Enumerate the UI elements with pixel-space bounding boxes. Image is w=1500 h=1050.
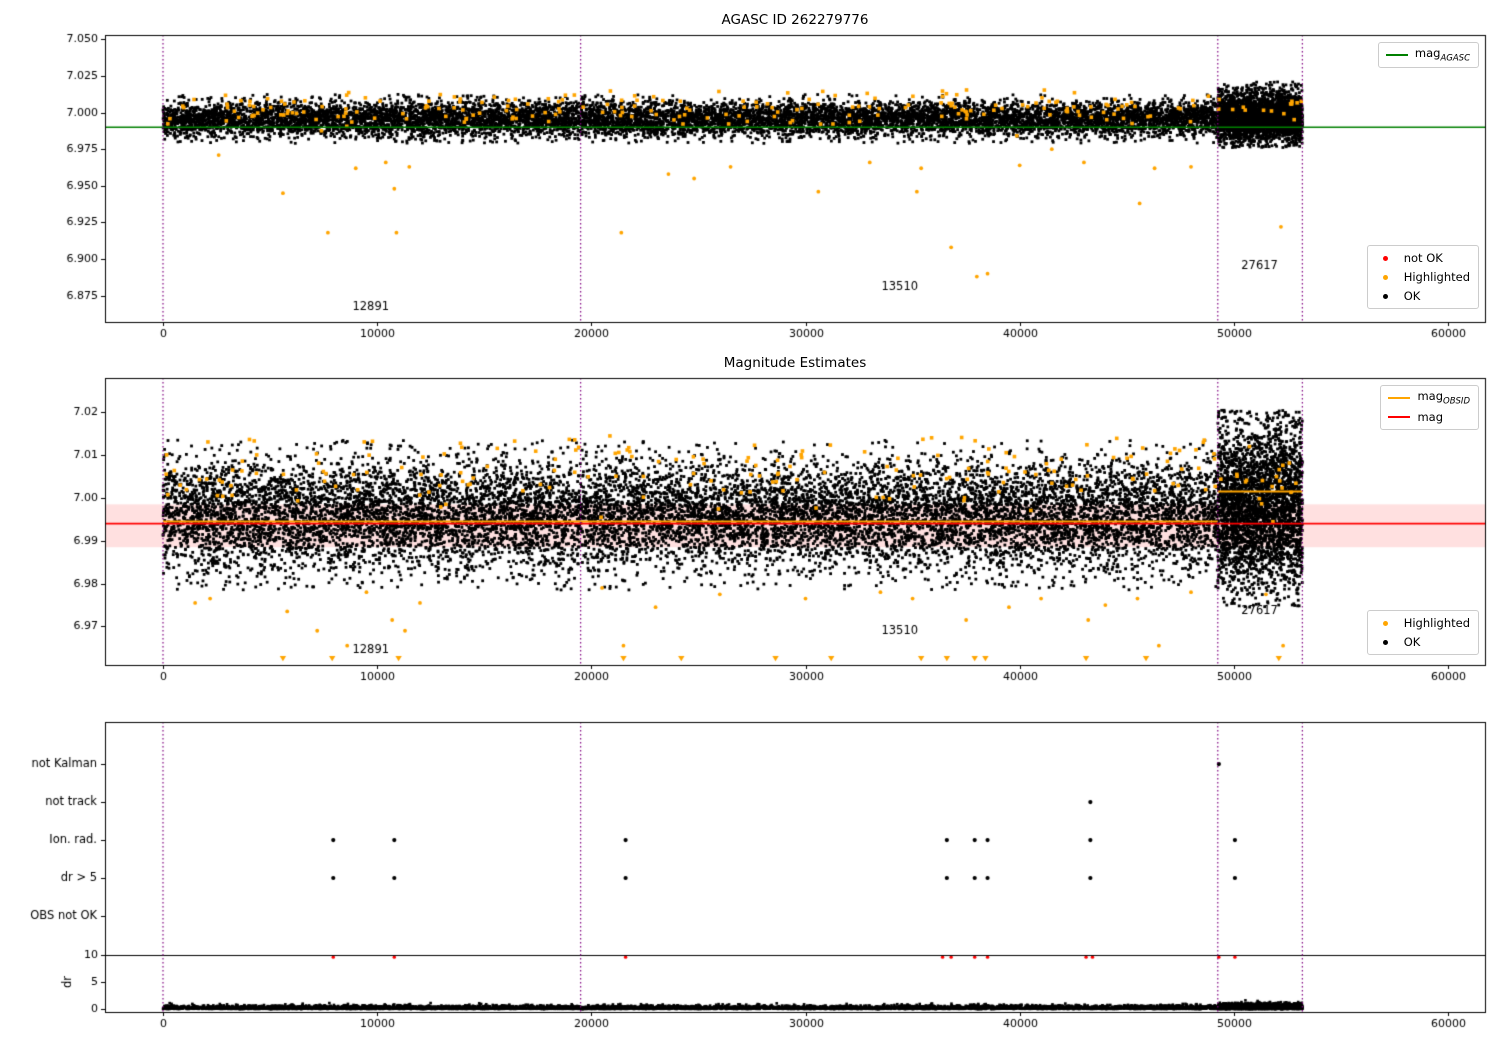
legend-point-status-2: Highlighted OK bbox=[1366, 610, 1479, 655]
plot2-title: Magnitude Estimates bbox=[723, 355, 867, 371]
legend-label-sub: OBSID bbox=[1443, 396, 1470, 407]
legend-mag-agasc: magAGASC bbox=[1377, 42, 1479, 68]
legend-swatch bbox=[1387, 397, 1411, 399]
legend-label-highlighted: Highlighted bbox=[1403, 270, 1470, 284]
legend-item-ok-2: OK bbox=[1374, 633, 1470, 651]
mag-agasc-line-swatch bbox=[1385, 54, 1408, 56]
legend-item-ok: OK bbox=[1374, 287, 1470, 305]
legend-label-pre: mag bbox=[1414, 46, 1441, 61]
legend-item-not-ok: not OK bbox=[1374, 249, 1470, 267]
mag-line-swatch bbox=[1388, 416, 1411, 418]
legend-label-ok-2: OK bbox=[1403, 635, 1421, 649]
legend-label-pre: mag bbox=[1417, 389, 1444, 404]
legend-item-highlighted: Highlighted bbox=[1374, 268, 1470, 286]
ok-dot-icon bbox=[1383, 293, 1389, 299]
mag-obsid-line-swatch bbox=[1388, 397, 1411, 399]
legend-item-mag: mag bbox=[1387, 408, 1470, 426]
legend-label-not-ok: not OK bbox=[1403, 251, 1443, 265]
legend-label-ok: OK bbox=[1403, 289, 1421, 303]
legend-swatch bbox=[1374, 620, 1398, 626]
legend-point-status: not OK Highlighted OK bbox=[1366, 245, 1479, 309]
legend-mag-lines: magOBSID mag bbox=[1380, 385, 1479, 430]
not-ok-dot-icon bbox=[1383, 255, 1389, 261]
legend-swatch bbox=[1385, 54, 1409, 56]
legend-swatch bbox=[1374, 293, 1398, 299]
legend-label-sub: AGASC bbox=[1440, 53, 1470, 64]
legend-swatch bbox=[1374, 639, 1398, 645]
legend-item-highlighted-2: Highlighted bbox=[1374, 614, 1470, 632]
legend-swatch bbox=[1374, 255, 1398, 261]
plot1-title: AGASC ID 262279776 bbox=[721, 12, 869, 28]
legend-label-mag-obsid: magOBSID bbox=[1417, 389, 1470, 406]
legend-swatch bbox=[1374, 274, 1398, 280]
legend-label-highlighted-2: Highlighted bbox=[1403, 616, 1470, 630]
ok-dot-icon bbox=[1383, 639, 1389, 645]
legend-label-mag: mag bbox=[1417, 410, 1443, 424]
legend-item-mag-obsid: magOBSID bbox=[1387, 389, 1470, 407]
legend-item-mag-agasc: magAGASC bbox=[1385, 46, 1470, 64]
legend-label-mag-agasc: magAGASC bbox=[1415, 46, 1470, 63]
highlighted-dot-icon bbox=[1383, 620, 1389, 626]
legend-label-pre: mag bbox=[1417, 410, 1444, 424]
legend-swatch bbox=[1387, 416, 1411, 418]
highlighted-dot-icon bbox=[1383, 274, 1389, 280]
